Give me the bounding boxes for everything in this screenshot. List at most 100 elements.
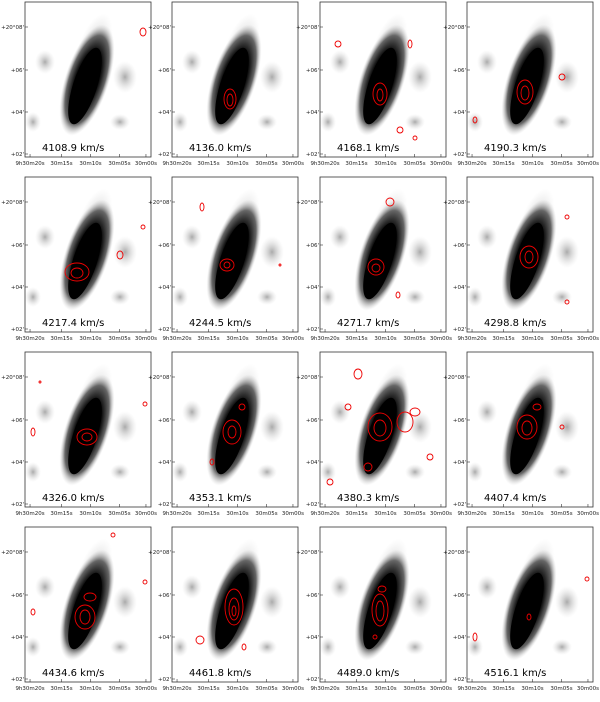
x-tick-label: 30m15s <box>50 511 72 517</box>
hi-contour <box>412 135 418 141</box>
y-tick-label: +04' <box>306 635 319 641</box>
x-tick-label: 30m05s <box>403 336 425 342</box>
y-tick-label: +04' <box>158 460 171 466</box>
x-tick-label: 30m10s <box>79 336 101 342</box>
hi-contour <box>219 258 235 272</box>
panel-frame <box>24 176 152 333</box>
hi-contour <box>344 403 352 411</box>
hi-contour <box>584 576 590 582</box>
x-tick-label: 30m00s <box>577 686 599 692</box>
x-tick-label: 30m10s <box>521 336 543 342</box>
x-tick-label: 30m00s <box>430 686 452 692</box>
x-tick-label: 30m15s <box>50 686 72 692</box>
x-tick-label: 30m00s <box>282 161 304 167</box>
x-tick-label: 9h30m20s <box>457 511 486 517</box>
panel-frame <box>171 176 299 333</box>
x-tick-label: 30m00s <box>430 336 452 342</box>
hi-contour <box>516 79 534 105</box>
x-tick-label: 9h30m20s <box>310 686 339 692</box>
x-tick-label: 30m00s <box>135 686 157 692</box>
velocity-label: 4136.0 km/s <box>189 143 251 154</box>
hi-contour <box>30 427 36 437</box>
y-tick-label: +04' <box>453 460 466 466</box>
y-tick-label: +02' <box>11 152 24 158</box>
hi-contour <box>396 411 414 433</box>
hi-contour <box>372 634 378 640</box>
y-tick-label: +06' <box>11 68 24 74</box>
x-tick-label: 30m05s <box>550 686 572 692</box>
x-tick-label: 9h30m20s <box>162 336 191 342</box>
hi-contour <box>472 116 478 124</box>
x-tick-label: 9h30m20s <box>162 686 191 692</box>
x-tick-label: 30m00s <box>135 161 157 167</box>
hi-contour <box>558 73 566 81</box>
y-tick-label: +02' <box>11 677 24 683</box>
y-tick-label: +02' <box>453 152 466 158</box>
y-tick-label: +20°08' <box>148 200 171 206</box>
panel-frame <box>319 351 447 508</box>
hi-contour <box>223 261 231 269</box>
panel-frame <box>319 176 447 333</box>
hi-contour <box>409 407 421 417</box>
y-tick-label: +04' <box>11 460 24 466</box>
panel: +20°08' +06' +04' +02' 9h30m20s 30m15s 30m10s 3… <box>296 526 452 692</box>
x-tick-label: 30m05s <box>403 161 425 167</box>
velocity-label: 4244.5 km/s <box>189 318 251 329</box>
hi-contour <box>524 250 534 264</box>
panel: +20°08' +06' +04' +02' 9h30m20s 30m15s 30m10s 3… <box>1 176 157 342</box>
y-tick-label: +06' <box>306 593 319 599</box>
y-tick-label: +02' <box>11 327 24 333</box>
y-tick-label: +04' <box>453 110 466 116</box>
y-tick-label: +02' <box>306 327 319 333</box>
hi-contour <box>81 432 93 442</box>
x-tick-label: 30m15s <box>197 161 219 167</box>
y-tick-label: +06' <box>306 418 319 424</box>
hi-contour <box>472 632 478 642</box>
y-tick-label: +06' <box>158 593 171 599</box>
panel: +20°08' +06' +04' +02' 9h30m20s 30m15s 30m10s 3… <box>1 526 157 692</box>
velocity-label: 4489.0 km/s <box>337 668 399 679</box>
y-tick-label: +20°08' <box>1 200 24 206</box>
y-tick-label: +02' <box>158 152 171 158</box>
velocity-label: 4461.8 km/s <box>189 668 251 679</box>
hi-contour <box>334 40 342 48</box>
x-tick-label: 30m00s <box>430 511 452 517</box>
y-tick-label: +04' <box>158 635 171 641</box>
y-tick-label: +06' <box>453 593 466 599</box>
x-tick-label: 30m05s <box>108 161 130 167</box>
panel: +20°08' +06' +04' +02' 9h30m20s 30m15s 30m10s 3… <box>148 526 304 692</box>
panel: +20°08' +06' +04' +02' 9h30m20s 30m15s 30m10s 3… <box>296 351 452 517</box>
x-tick-label: 30m05s <box>550 511 572 517</box>
x-tick-label: 30m15s <box>197 336 219 342</box>
panel: +20°08' +06' +04' +02' 9h30m20s 30m15s 30m10s 3… <box>148 176 304 342</box>
velocity-label: 4108.9 km/s <box>42 143 104 154</box>
y-tick-label: +06' <box>158 68 171 74</box>
y-tick-label: +06' <box>306 243 319 249</box>
panel-frame <box>466 526 594 683</box>
y-tick-label: +20°08' <box>443 200 466 206</box>
y-tick-label: +20°08' <box>148 375 171 381</box>
hi-contour <box>559 424 565 430</box>
x-tick-label: 30m10s <box>374 161 396 167</box>
hi-contour <box>377 585 387 593</box>
y-tick-label: +06' <box>453 418 466 424</box>
hi-contour <box>373 419 387 437</box>
x-tick-label: 30m00s <box>577 161 599 167</box>
y-tick-label: +20°08' <box>1 550 24 556</box>
y-tick-label: +04' <box>11 110 24 116</box>
hi-contour <box>139 27 147 37</box>
x-tick-label: 30m00s <box>577 511 599 517</box>
hi-contour <box>142 579 148 585</box>
panel: +20°08' +06' +04' +02' 9h30m20s 30m15s 30m10s 3… <box>443 176 599 342</box>
hi-contour <box>38 380 42 384</box>
hi-contour <box>30 608 36 616</box>
hi-contour <box>376 88 384 102</box>
x-tick-label: 30m15s <box>492 511 514 517</box>
y-tick-label: +02' <box>453 502 466 508</box>
x-tick-label: 30m00s <box>135 511 157 517</box>
hi-contour <box>228 597 240 621</box>
x-tick-label: 30m10s <box>374 336 396 342</box>
x-tick-label: 30m10s <box>374 686 396 692</box>
hi-contour <box>116 250 124 260</box>
x-tick-label: 9h30m20s <box>15 161 44 167</box>
